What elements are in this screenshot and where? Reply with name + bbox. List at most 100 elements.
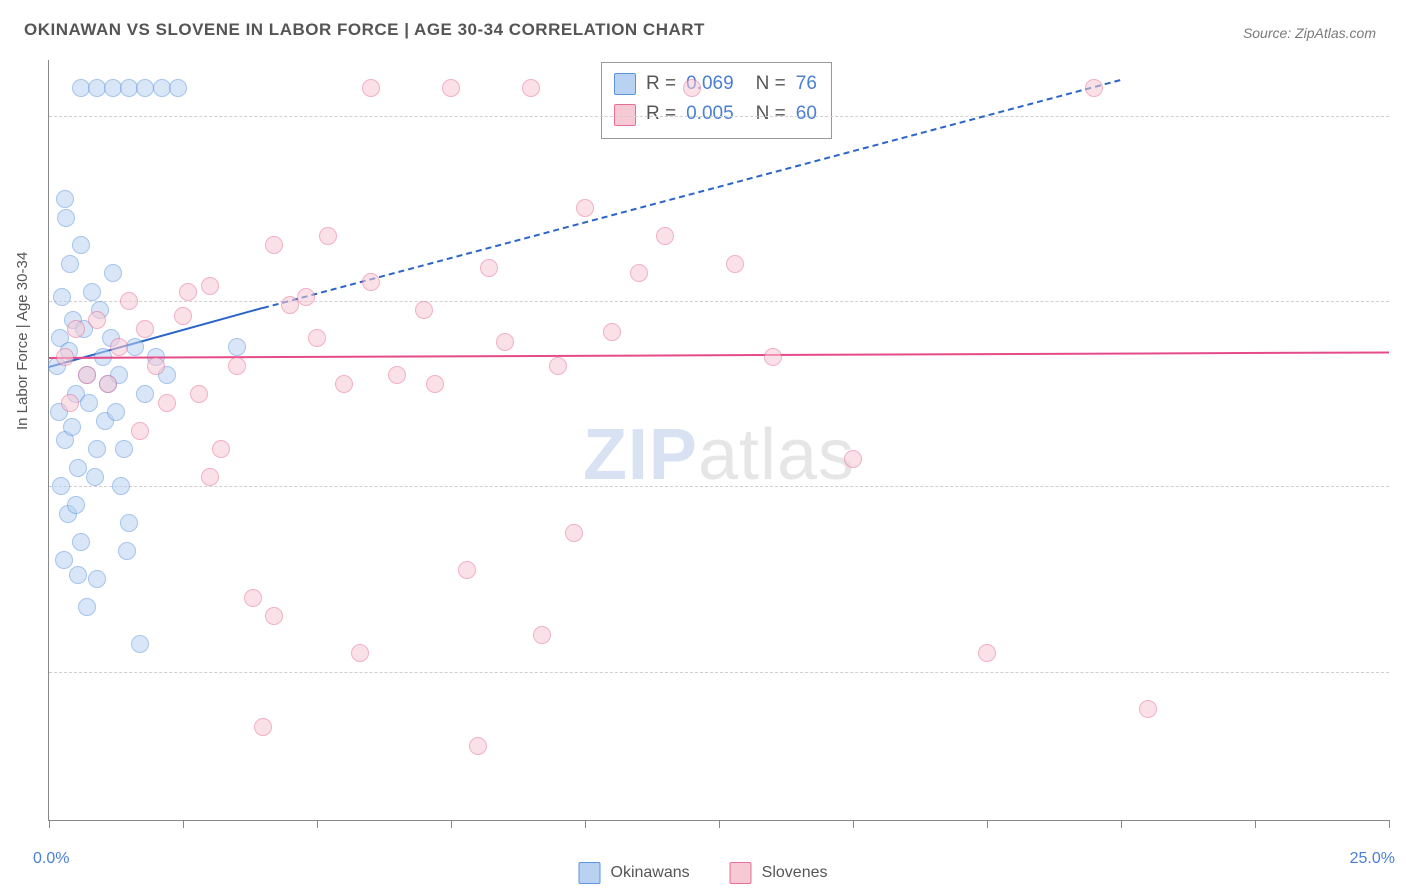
data-point — [212, 440, 230, 458]
data-point — [254, 718, 272, 736]
data-point — [120, 514, 138, 532]
data-point — [80, 394, 98, 412]
gridline-h — [49, 486, 1389, 487]
data-point — [603, 323, 621, 341]
data-point — [104, 264, 122, 282]
data-point — [565, 524, 583, 542]
data-point — [78, 366, 96, 384]
trend-line — [49, 351, 1389, 359]
data-point — [656, 227, 674, 245]
data-point — [480, 259, 498, 277]
data-point — [63, 418, 81, 436]
data-point — [351, 644, 369, 662]
data-point — [201, 277, 219, 295]
bottom-legend: Okinawans Slovenes — [579, 862, 828, 884]
y-tick-label: 80.0% — [1395, 498, 1406, 516]
data-point — [1139, 700, 1157, 718]
x-tick — [317, 820, 318, 828]
data-point — [228, 338, 246, 356]
data-point — [99, 375, 117, 393]
data-point — [126, 338, 144, 356]
data-point — [415, 301, 433, 319]
data-point — [549, 357, 567, 375]
data-point — [55, 551, 73, 569]
data-point — [136, 320, 154, 338]
data-point — [118, 542, 136, 560]
y-axis-title: In Labor Force | Age 30-34 — [14, 252, 31, 430]
data-point — [120, 292, 138, 310]
data-point — [630, 264, 648, 282]
watermark: ZIPatlas — [583, 414, 855, 496]
data-point — [88, 311, 106, 329]
stats-row: R =0.069N =76 — [614, 69, 817, 99]
x-tick — [1389, 820, 1390, 828]
x-tick — [183, 820, 184, 828]
data-point — [88, 440, 106, 458]
data-point — [308, 329, 326, 347]
legend-label: Okinawans — [611, 864, 690, 882]
data-point — [115, 440, 133, 458]
data-point — [362, 79, 380, 97]
data-point — [110, 338, 128, 356]
data-point — [136, 385, 154, 403]
data-point — [169, 79, 187, 97]
data-point — [61, 255, 79, 273]
source-label: Source: ZipAtlas.com — [1243, 25, 1376, 41]
data-point — [576, 199, 594, 217]
data-point — [362, 273, 380, 291]
data-point — [764, 348, 782, 366]
data-point — [83, 283, 101, 301]
x-tick — [853, 820, 854, 828]
legend-swatch — [614, 73, 636, 95]
data-point — [67, 496, 85, 514]
legend-swatch — [579, 862, 601, 884]
data-point — [78, 598, 96, 616]
data-point — [72, 533, 90, 551]
y-tick-label: 90.0% — [1395, 313, 1406, 331]
data-point — [496, 333, 514, 351]
legend-item: Slovenes — [730, 862, 828, 884]
data-point — [469, 737, 487, 755]
stats-box: R =0.069N =76R =0.005N =60 — [601, 62, 832, 139]
data-point — [67, 320, 85, 338]
legend-swatch — [730, 862, 752, 884]
data-point — [201, 468, 219, 486]
x-tick — [451, 820, 452, 828]
data-point — [53, 288, 71, 306]
data-point — [158, 394, 176, 412]
data-point — [265, 236, 283, 254]
data-point — [147, 357, 165, 375]
data-point — [56, 348, 74, 366]
y-tick-label: 100.0% — [1395, 128, 1406, 146]
data-point — [190, 385, 208, 403]
data-point — [726, 255, 744, 273]
x-tick — [585, 820, 586, 828]
data-point — [442, 79, 460, 97]
data-point — [244, 589, 262, 607]
data-point — [131, 422, 149, 440]
data-point — [72, 236, 90, 254]
data-point — [388, 366, 406, 384]
gridline-h — [49, 301, 1389, 302]
data-point — [228, 357, 246, 375]
data-point — [57, 209, 75, 227]
data-point — [1085, 79, 1103, 97]
data-point — [458, 561, 476, 579]
data-point — [683, 79, 701, 97]
data-point — [844, 450, 862, 468]
data-point — [69, 566, 87, 584]
data-point — [86, 468, 104, 486]
legend-label: Slovenes — [762, 864, 828, 882]
x-tick — [49, 820, 50, 828]
data-point — [56, 190, 74, 208]
data-point — [174, 307, 192, 325]
data-point — [131, 635, 149, 653]
gridline-h — [49, 672, 1389, 673]
data-point — [335, 375, 353, 393]
chart-title: OKINAWAN VS SLOVENE IN LABOR FORCE | AGE… — [24, 20, 705, 40]
legend-swatch — [614, 104, 636, 126]
data-point — [265, 607, 283, 625]
x-tick — [1255, 820, 1256, 828]
x-axis-min-label: 0.0% — [33, 850, 69, 868]
stats-row: R =0.005N =60 — [614, 99, 817, 129]
